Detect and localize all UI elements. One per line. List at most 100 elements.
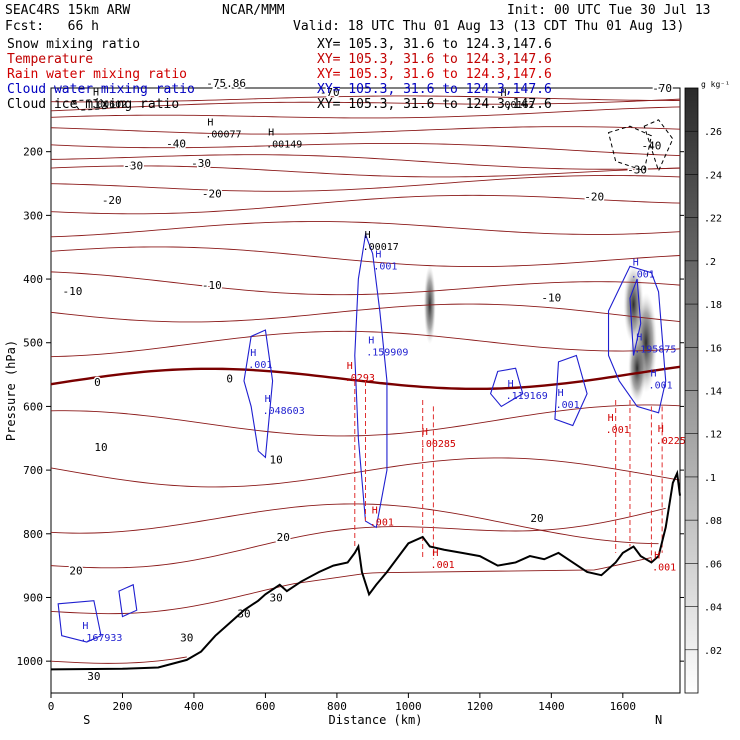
isotherm-line [50, 656, 187, 664]
extremum-marker: H [422, 427, 428, 438]
extremum-marker: H [654, 551, 660, 562]
colorbar-unit: g kg⁻¹ [701, 80, 730, 89]
temperature-label: 20 [69, 565, 82, 578]
temperature-label: -20 [102, 194, 122, 207]
extremum-label: .001 [652, 563, 676, 574]
field-xy-snow: XY= 105.3, 31.6 to 124.3,147.6 [317, 37, 552, 52]
extremum-label: .159909 [366, 347, 408, 358]
snow-contour [71, 98, 110, 111]
temperature-label: -40 [166, 137, 186, 150]
extremum-label: .001 [606, 425, 630, 436]
temperature-labels: -75.86-70 -70-40 -40-30 -30 -30-20 -20 -20-10-… [61, 75, 674, 684]
field-label-cloud-ice: Cloud ice mixing ratio [7, 97, 180, 112]
isotherm-line [50, 271, 681, 296]
colorbar-tick-label: .22 [704, 214, 722, 225]
temperature-label: -30 [191, 157, 211, 170]
terrain-line [50, 469, 681, 671]
extremum-marker: H [250, 348, 256, 359]
extremum-marker: H [93, 88, 99, 99]
temperature-label: 30 [180, 632, 193, 645]
snow-contour [607, 125, 652, 172]
extremum-label: .195875 [634, 345, 676, 356]
temperature-label: 0 [94, 376, 101, 389]
extremum-label: .00162 [498, 100, 534, 111]
extremum-marker: H [633, 258, 639, 269]
cloud-water-contour [118, 583, 138, 618]
temperature-label: 30 [237, 607, 250, 620]
temperature-label: -20 [202, 188, 222, 201]
colorbar-tick-label: .2 [704, 257, 716, 268]
extremum-marker: H [82, 621, 88, 632]
extremum-label: .167933 [80, 633, 122, 644]
cloud-water-contour [243, 329, 274, 459]
terrain-line [50, 469, 681, 671]
cloud-ice-shading [423, 264, 658, 404]
extremum-marker: H [368, 335, 374, 346]
cloud-water-contour [57, 600, 102, 643]
x-tick-label: 1600 [610, 700, 637, 713]
cloud-water-contours [57, 98, 674, 643]
isotherm-line [50, 557, 652, 615]
extremum-label: .119169 [506, 391, 548, 402]
extremum-label: .00602 [91, 100, 127, 111]
y-tick-label: 800 [23, 528, 43, 541]
colorbar-tick-label: .18 [704, 300, 722, 311]
extremum-marker: H [558, 388, 564, 399]
isotherm-line [50, 98, 681, 112]
field-label-snow: Snow mixing ratio [7, 37, 141, 52]
x-tick-label: 400 [184, 700, 204, 713]
extremum-label: .001 [431, 560, 455, 571]
extremum-marker: H [636, 333, 642, 344]
y-tick-label: 700 [23, 464, 43, 477]
isotherm-line [50, 143, 681, 157]
temperature-label: -10 [63, 285, 83, 298]
temperature-label: 10 [270, 453, 283, 466]
extremum-marker: H [207, 117, 213, 128]
extremum-marker: H [651, 368, 657, 379]
chart-frame [50, 87, 681, 694]
colorbar-tick-label: .14 [704, 387, 722, 398]
extremum-label: .02256 [656, 436, 692, 447]
field-label-temperature: Temperature [7, 52, 94, 67]
isotherm-line [50, 165, 681, 178]
y-tick-label: 600 [23, 400, 43, 413]
extremum-marker: H [365, 230, 371, 241]
isotherm-line [50, 154, 681, 170]
y-tick-label: 900 [23, 591, 43, 604]
colorbar-tick-label: .24 [704, 170, 722, 181]
temperature-label: 20 [530, 512, 543, 525]
extremum-label: .001 [631, 270, 655, 281]
isotherm-line [50, 221, 681, 238]
temperature-label: -20 [584, 190, 604, 203]
isotherm-line [50, 194, 681, 215]
extremum-label: .00149 [266, 140, 302, 151]
temperature-label: -40 [641, 139, 661, 152]
temperature-label: -10 [202, 279, 222, 292]
cloud-water-contour [629, 278, 642, 356]
valid-time: Valid: 18 UTC Thu 01 Aug 13 (13 CDT Thu … [293, 19, 685, 34]
y-tick-label: 500 [23, 337, 43, 350]
cloud-water-contour [607, 265, 667, 414]
y-tick-label: 200 [23, 146, 43, 159]
isotherm-line [50, 404, 681, 437]
colorbar-tick-label: .16 [704, 343, 722, 354]
extremum-marker: H [375, 249, 381, 260]
colorbar-tick-label: .06 [704, 559, 722, 570]
init-time: Init: 00 UTC Tue 30 Jul 13 [507, 3, 711, 18]
isotherm-line [50, 126, 681, 135]
y-tick-label: 300 [23, 209, 43, 222]
temperature-label: -75.86 [206, 77, 246, 90]
extremum-label: .0293 [345, 373, 375, 384]
y-tick-label: 1000 [17, 655, 44, 668]
isotherm-line [50, 106, 681, 119]
snow-contour [643, 119, 674, 173]
extremum-marker: H [508, 379, 514, 390]
north-label: N [655, 713, 662, 727]
colorbar-tick-label: .08 [704, 516, 722, 527]
extremum-marker: H [372, 505, 378, 516]
forecast-hour: Fcst: 66 h [5, 19, 99, 34]
extremum-marker: H [268, 128, 274, 139]
extremum-label: .00285 [420, 439, 456, 450]
isotherm-line [50, 175, 681, 192]
